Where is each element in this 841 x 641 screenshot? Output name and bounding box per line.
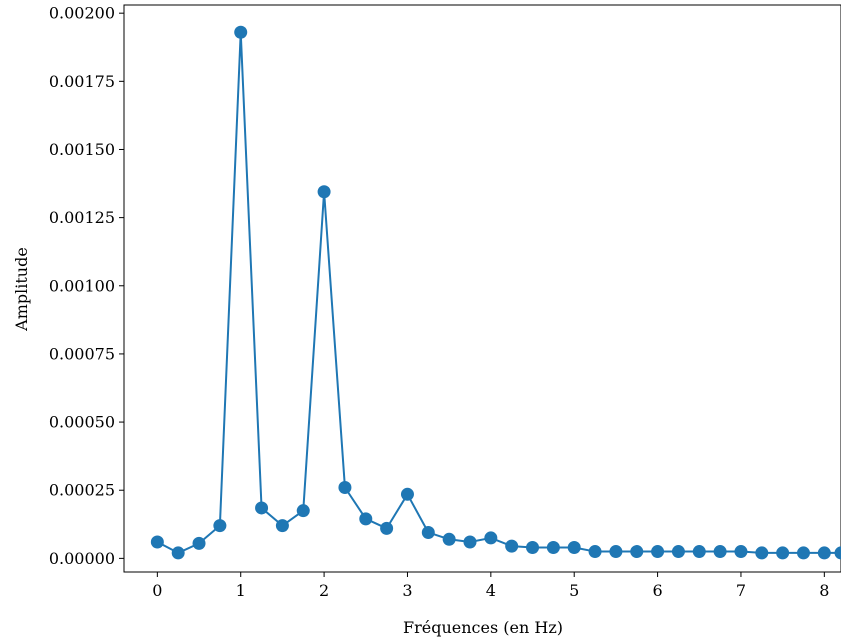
data-point	[234, 25, 248, 39]
x-tick-label: 4	[486, 581, 496, 600]
x-axis-label: Fréquences (en Hz)	[403, 618, 563, 637]
x-tick-label: 2	[319, 581, 329, 600]
y-tick-label: 0.00200	[49, 4, 115, 23]
data-point	[546, 540, 560, 554]
data-point	[630, 545, 644, 559]
y-tick-label: 0.00000	[49, 549, 115, 568]
data-point	[171, 546, 185, 560]
y-axis: 0.00000 0.00025 0.00050 0.00075 0.00100 0.001…	[49, 4, 124, 568]
data-point	[505, 539, 519, 553]
data-point	[776, 546, 790, 560]
data-point	[380, 521, 394, 535]
y-tick-label: 0.00150	[49, 140, 115, 159]
y-tick-label: 0.00050	[49, 413, 115, 432]
data-point	[567, 540, 581, 554]
y-tick-label: 0.00025	[49, 481, 115, 500]
x-tick-label: 1	[236, 581, 246, 600]
x-axis: 0 1 2 3 4 5 6 7 8	[152, 572, 829, 600]
plot-area	[150, 25, 841, 560]
series-line	[156, 31, 841, 554]
y-tick-label: 0.00175	[49, 72, 115, 91]
data-point	[588, 545, 602, 559]
data-point	[296, 504, 310, 518]
data-point	[526, 540, 540, 554]
data-point	[692, 545, 706, 559]
y-axis-label: Amplitude	[12, 247, 31, 332]
data-point	[817, 546, 831, 560]
data-point	[734, 545, 748, 559]
data-point	[150, 535, 164, 549]
x-tick-label: 6	[652, 581, 662, 600]
data-point	[484, 531, 498, 545]
data-point	[421, 525, 435, 539]
x-tick-label: 7	[736, 581, 746, 600]
data-point	[213, 519, 227, 533]
data-point	[400, 487, 414, 501]
data-point	[359, 512, 373, 526]
axes-spines	[123, 4, 841, 573]
x-tick-label: 8	[819, 581, 829, 600]
data-point	[796, 546, 810, 560]
data-point	[463, 535, 477, 549]
data-point	[609, 545, 623, 559]
data-point	[651, 545, 665, 559]
data-point	[755, 546, 769, 560]
data-point	[255, 501, 269, 515]
y-tick-label: 0.00100	[49, 276, 115, 295]
data-point	[275, 519, 289, 533]
y-tick-label: 0.00075	[49, 344, 115, 363]
y-tick-label: 0.00125	[49, 208, 115, 227]
data-point	[834, 546, 841, 560]
data-point	[442, 532, 456, 546]
data-point	[338, 480, 352, 494]
data-point	[317, 185, 331, 199]
x-tick-label: 3	[402, 581, 412, 600]
x-tick-label: 5	[569, 581, 579, 600]
data-point	[192, 536, 206, 550]
x-tick-label: 0	[152, 581, 162, 600]
plot-frame	[123, 4, 841, 573]
data-point	[671, 545, 685, 559]
data-point	[713, 545, 727, 559]
